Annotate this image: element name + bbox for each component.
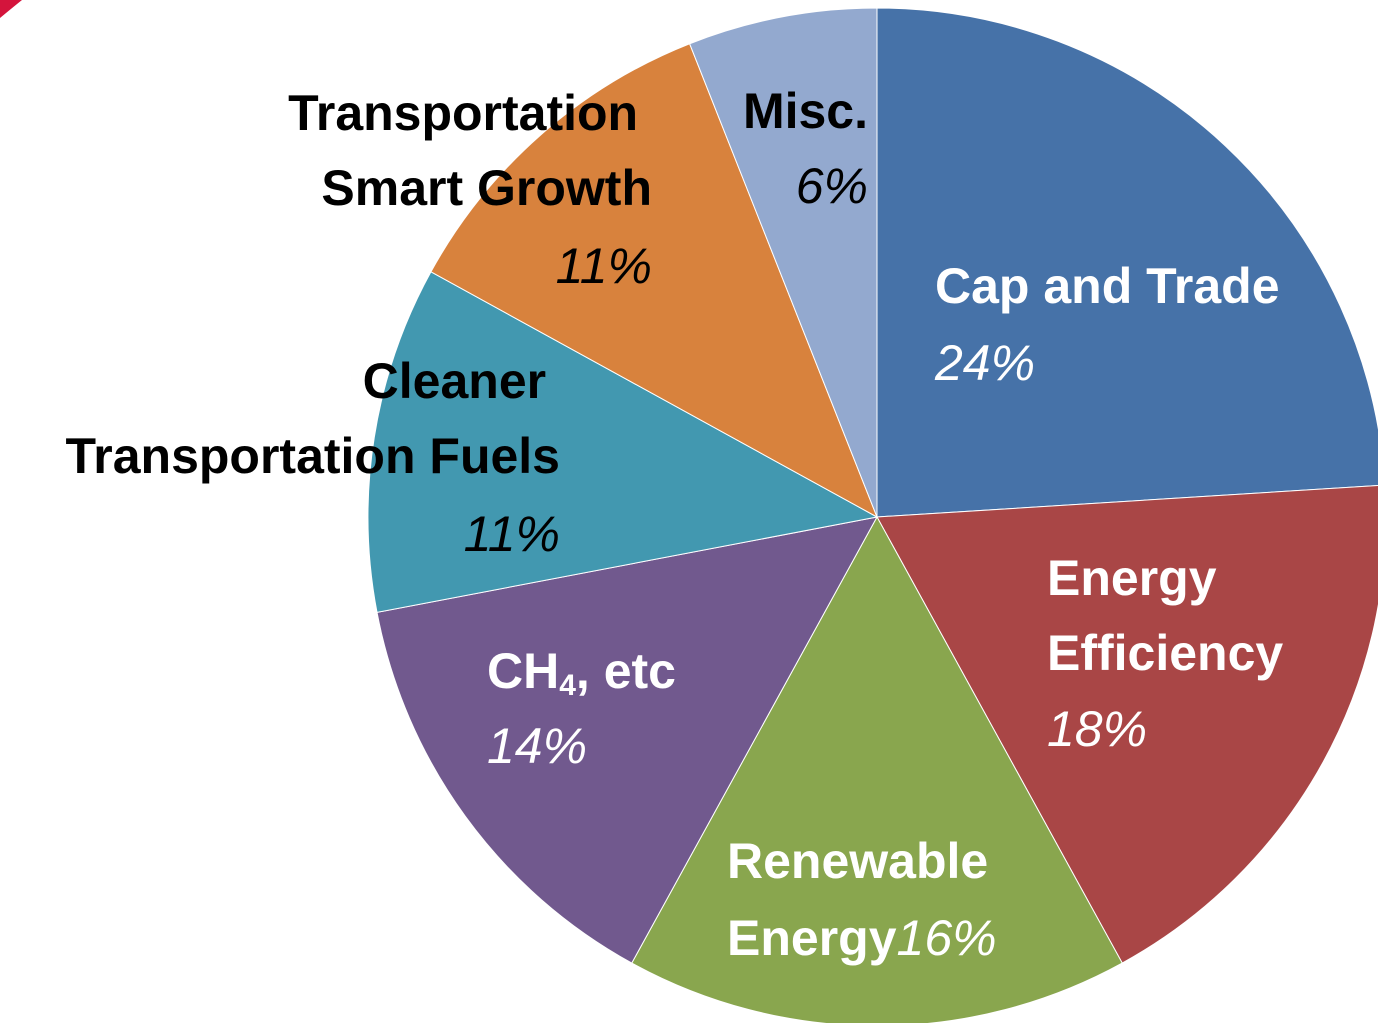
- slice-value-label: 11%: [464, 506, 560, 562]
- pie-slice: [430, 43, 878, 519]
- slice-label: Misc.: [743, 83, 868, 139]
- slice-label: Energy Efficiency: [1047, 550, 1283, 681]
- slice-label: Cleaner Transportation Fuels: [65, 353, 560, 484]
- slice-label: CH4, etc: [487, 643, 676, 702]
- pie-slice: [376, 516, 878, 964]
- slice-value-label: 16%: [897, 910, 997, 966]
- pie-slice: [876, 7, 1378, 518]
- pie-slice: [631, 515, 1123, 1023]
- slice-label: Cap and Trade: [935, 258, 1280, 314]
- pie-slice: [367, 271, 879, 613]
- corner-decoration: [0, 0, 22, 18]
- slice-value-label: 6%: [796, 158, 868, 214]
- pie-slice: [876, 484, 1378, 964]
- pie-slice: [688, 7, 878, 518]
- slice-value-label: 24%: [934, 335, 1035, 391]
- slice-value-label: 14%: [487, 718, 587, 774]
- slice-value-label: 11%: [556, 238, 652, 294]
- slice-label: Renewable Energy: [727, 833, 1002, 966]
- slice-label: Transportation Smart Growth: [288, 85, 652, 216]
- slice-value-label: 18%: [1047, 701, 1147, 757]
